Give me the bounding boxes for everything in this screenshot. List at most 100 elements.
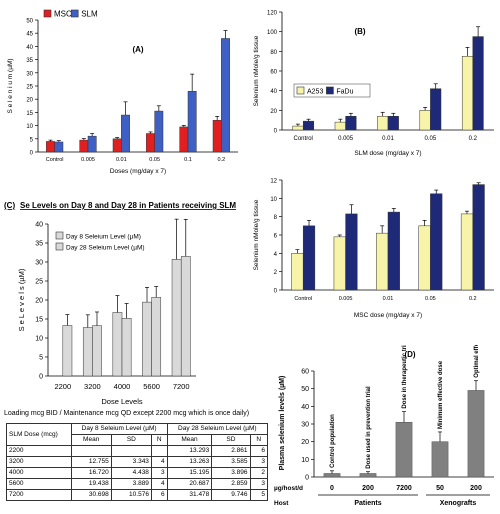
bar [323, 473, 341, 478]
table-cell: 12.755 [70, 456, 112, 468]
table-subheader: Mean [166, 434, 213, 446]
bar [180, 256, 191, 377]
legend-swatch [55, 242, 64, 251]
y-tick-label: 15 [35, 317, 43, 324]
x-tick-label: 200 [470, 485, 482, 492]
table-cell: 4 [150, 456, 168, 468]
legend-swatch [326, 86, 334, 95]
y-tick-label: 10 [26, 124, 33, 130]
x-axis-title: SLM dose (mg/day x 7) [354, 150, 421, 157]
bar [333, 236, 346, 291]
bar-annotation: Optimal effective dose [474, 345, 480, 378]
table-cell: 19.438 [70, 478, 112, 490]
x-tick-label: 2200 [54, 382, 71, 391]
bar [302, 120, 315, 131]
y-tick-label: 4 [274, 252, 278, 258]
bar [151, 297, 162, 377]
bar [154, 110, 164, 153]
table-cell: 3200 [6, 456, 72, 468]
table-cell: 3.896 [211, 467, 251, 479]
y-axis-title: Selenium nMole/g tissue [253, 199, 260, 270]
table-cell: 13.263 [166, 456, 213, 468]
bar [430, 88, 442, 131]
y-tick-label: 40 [35, 222, 43, 229]
y-tick-label: 60 [270, 70, 277, 76]
selenium-level-table: SLM Dose (mcg) Day 8 Seleium Level (µM) … [6, 423, 269, 501]
y-tick-label: 25 [35, 279, 43, 286]
chart-title: Se Levels on Day 8 and Day 28 in Patient… [20, 201, 236, 210]
y-tick-label: 20 [26, 98, 33, 104]
y-tick-label: 30 [35, 260, 43, 267]
x-axis-title: Doses (mg/day x 7) [110, 168, 166, 175]
bar [54, 141, 64, 153]
bar [418, 225, 431, 291]
y-tick-label: 10 [35, 336, 43, 343]
bar-annotation: Dose in therapeutic trials [402, 345, 408, 409]
bar [387, 115, 399, 131]
table-cell: 3 [249, 478, 269, 490]
y-tick-label: 5 [39, 355, 43, 362]
y-tick-label: 6 [274, 234, 278, 240]
bar [62, 325, 73, 377]
x-tick-label: 0.005 [81, 157, 95, 163]
y-tick-label: 20 [301, 439, 309, 446]
table-cell: 6 [150, 489, 168, 501]
y-tick-label: 80 [270, 50, 277, 56]
x-tick-label: 0.05 [425, 296, 436, 302]
y-tick-label: 30 [26, 71, 33, 77]
table-cell: 5600 [6, 478, 72, 490]
table-cell: 20.687 [166, 478, 213, 490]
table-row: 4000 16.720 4.438 3 15.195 3.896 2 [6, 467, 269, 479]
table-cell: 15.195 [166, 467, 213, 479]
bar [467, 390, 485, 478]
table-subheader: N [150, 434, 168, 446]
table-cell [150, 445, 168, 457]
bar [430, 193, 443, 291]
y-tick-label: 0 [274, 129, 278, 135]
bar [187, 91, 197, 153]
table-row: 2200 13.293 2.861 6 [6, 445, 269, 457]
bar [292, 125, 304, 131]
panel-label: (A) [132, 45, 143, 54]
y-tick-label: 0 [30, 151, 34, 157]
table-header-dose: SLM Dose (mcg) [6, 423, 72, 446]
y-tick-label: 10 [270, 197, 277, 203]
table-cell: 31.478 [166, 489, 213, 501]
group-label: Xenografts [440, 500, 477, 507]
y-tick-label: 60 [301, 369, 309, 376]
bar [345, 115, 357, 131]
table-cell: 2.861 [211, 445, 251, 457]
chart-a: 0 5 10 15 20 25 30 35 40 45 50 Control 0.005 0.01 0.05… [7, 10, 238, 175]
bar [142, 301, 152, 377]
bar [112, 312, 123, 377]
y-tick-label: 12 [270, 179, 277, 185]
y-axis-title: S e L e v e l s (µM) [17, 268, 26, 331]
bar [92, 325, 102, 377]
panel-label: (C) [4, 201, 15, 210]
bar [359, 473, 377, 478]
bar-annotation: Control population [330, 414, 336, 468]
table-subheader: N [249, 434, 269, 446]
table-cell: 30.698 [70, 489, 112, 501]
chart-d: 0 10 20 30 40 50 60 (D) Plasma selenium levels (… [274, 345, 494, 507]
x-tick-label: 4000 [114, 382, 131, 391]
y-tick-label: 40 [301, 404, 309, 411]
y-tick-label: 50 [301, 386, 309, 393]
legend-swatch [296, 86, 305, 95]
y-tick-label: 35 [26, 58, 33, 64]
y-axis-title: Selenium nMole/g tissue [253, 35, 260, 106]
bar [460, 213, 474, 291]
x-tick-label: 0.2 [469, 296, 477, 302]
bar [46, 141, 55, 153]
x-tick-label: 0.1 [184, 157, 192, 163]
table-cell [70, 445, 112, 457]
bar [212, 120, 222, 153]
table-cell: 3.343 [110, 456, 152, 468]
panel-label: (D) [404, 350, 415, 359]
y-axis-title: S e l e n i u m (µM) [7, 58, 14, 113]
x-tick-label: Control [294, 296, 312, 302]
x-tick-label: 0.01 [383, 296, 394, 302]
table-cell: 6 [249, 445, 269, 457]
x-tick-label: 0.01 [382, 136, 394, 142]
y-tick-label: 120 [267, 11, 278, 17]
